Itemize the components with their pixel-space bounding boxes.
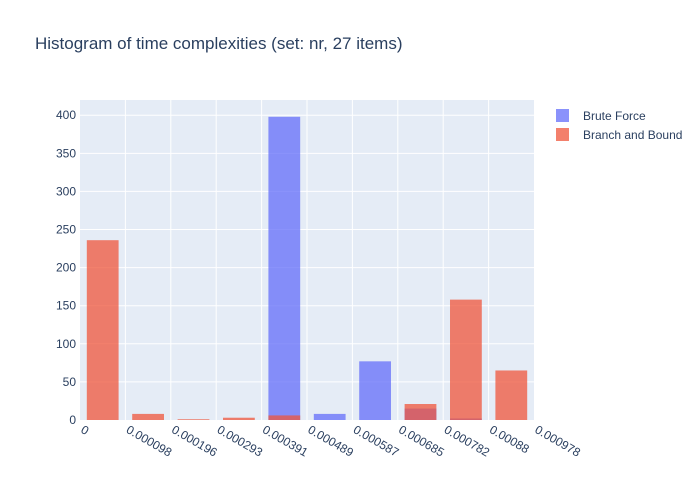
- x-tick-label: 0.000782: [442, 422, 493, 459]
- x-tick-label: 0.000587: [351, 422, 402, 459]
- x-tick-label: 0.000685: [396, 422, 447, 459]
- x-tick-label: 0.000978: [533, 422, 584, 459]
- x-tick-label: 0.000391: [260, 422, 311, 459]
- x-tick-label: 0.000098: [124, 422, 175, 459]
- bar-branch-and-bound: [177, 419, 210, 420]
- bar-brute-force: [268, 116, 301, 420]
- bar-branch-and-bound: [223, 417, 255, 420]
- legend-label-brute-force: Brute Force: [583, 108, 646, 123]
- legend: Brute Force Branch and Bound: [556, 106, 682, 144]
- y-tick-label: 350: [56, 146, 76, 160]
- y-tick-label: 200: [56, 261, 76, 275]
- x-tick-label: 0.000293: [215, 422, 266, 459]
- bar-brute-force: [313, 413, 346, 420]
- x-tick-label: 0.000196: [169, 422, 220, 459]
- y-tick-label: 300: [56, 184, 76, 198]
- y-tick-label: 250: [56, 223, 76, 237]
- bar-branch-and-bound: [450, 299, 482, 420]
- legend-swatch-branch-and-bound: [556, 128, 569, 141]
- bar-branch-and-bound: [86, 240, 119, 420]
- bar-brute-force: [359, 361, 391, 420]
- x-tick-label: 0.000489: [306, 422, 357, 459]
- bar-branch-and-bound: [132, 413, 164, 420]
- y-tick-label: 50: [63, 375, 77, 389]
- legend-item-branch-and-bound[interactable]: Branch and Bound: [556, 125, 682, 144]
- y-tick-label: 100: [56, 337, 76, 351]
- x-tick-label: 0: [79, 422, 92, 438]
- bar-branch-and-bound: [404, 404, 437, 420]
- legend-label-branch-and-bound: Branch and Bound: [583, 127, 683, 142]
- y-tick-label: 400: [56, 108, 76, 122]
- bars: [86, 116, 528, 420]
- x-tick-label: 0.00088: [487, 422, 532, 456]
- y-tick-label: 0: [69, 413, 76, 427]
- legend-swatch-brute-force: [556, 109, 569, 122]
- bar-branch-and-bound: [495, 370, 528, 420]
- bar-branch-and-bound: [268, 415, 301, 420]
- legend-item-brute-force[interactable]: Brute Force: [556, 106, 682, 125]
- y-tick-label: 150: [56, 299, 76, 313]
- chart-title: Histogram of time complexities (set: nr,…: [35, 34, 403, 53]
